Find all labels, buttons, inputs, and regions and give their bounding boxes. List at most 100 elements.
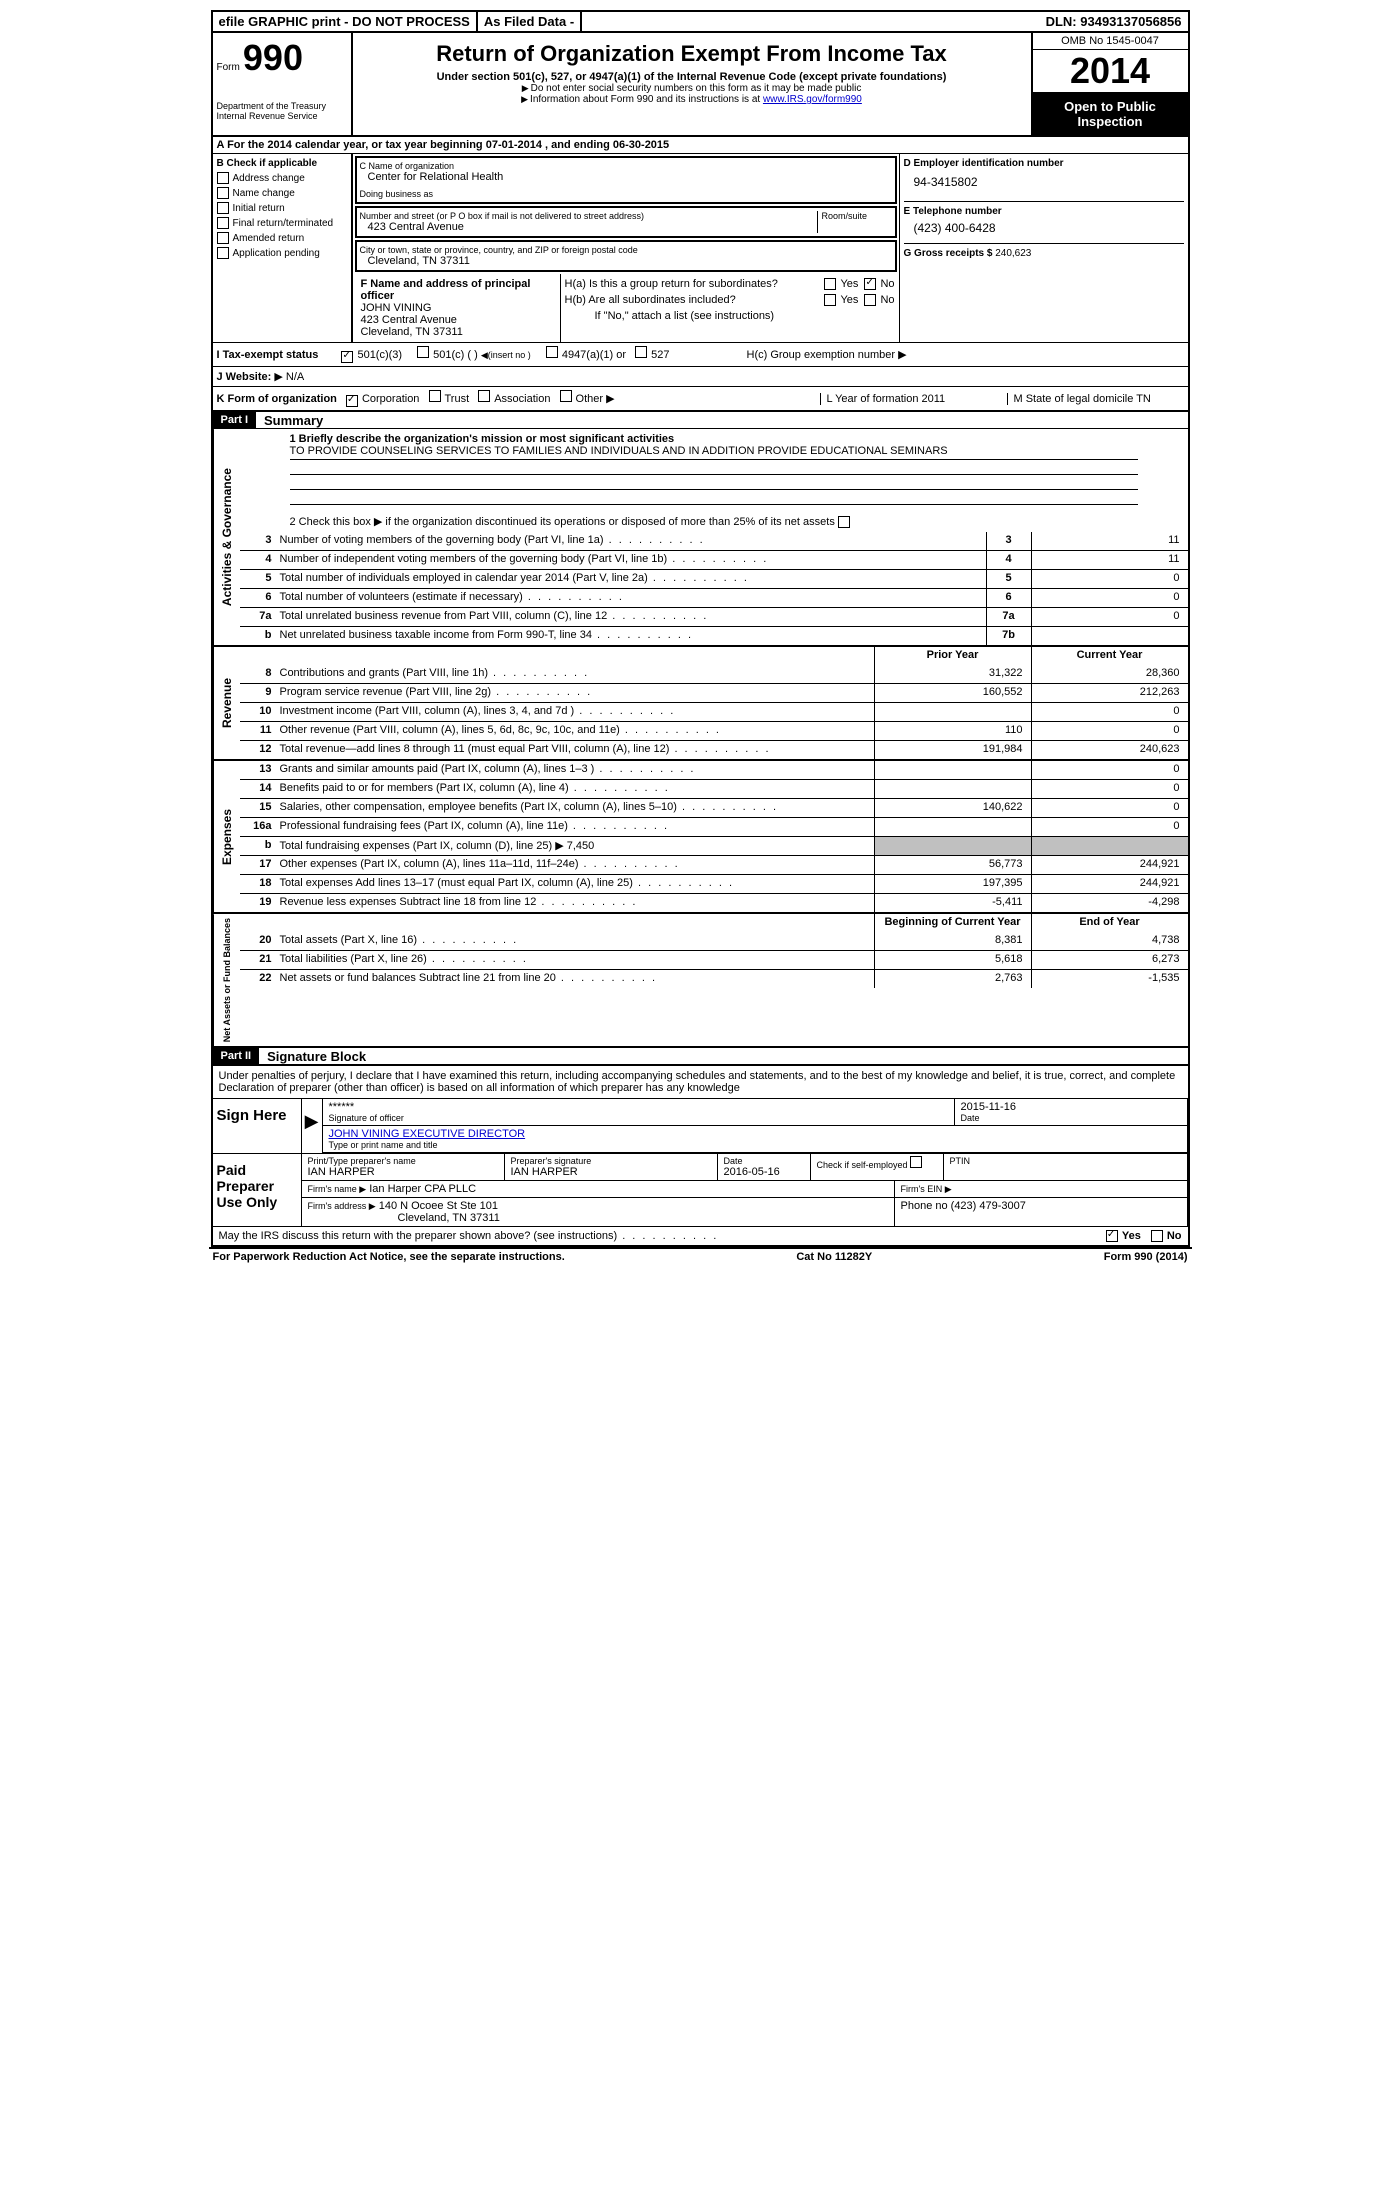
line-6: 6 Total number of volunteers (estimate i…: [240, 588, 1188, 607]
preparer-sig: IAN HARPER: [511, 1166, 711, 1178]
dln: DLN: 93493137056856: [1040, 12, 1188, 31]
netassets-vlabel: Net Assets or Fund Balances: [213, 914, 240, 1046]
officer-addr2: Cleveland, TN 37311: [361, 326, 552, 338]
chk-address-change[interactable]: Address change: [217, 172, 347, 184]
tax-year: 2014: [1033, 50, 1188, 93]
line-20: 20 Total assets (Part X, line 16) 8,381 …: [240, 932, 1188, 950]
as-filed: As Filed Data -: [478, 12, 582, 31]
chk-501c3[interactable]: [341, 351, 353, 363]
year-formation: L Year of formation 2011: [820, 393, 1007, 405]
line-14: 14 Benefits paid to or for members (Part…: [240, 779, 1188, 798]
chk-4947[interactable]: [546, 346, 558, 358]
chk-trust[interactable]: [429, 390, 441, 402]
line-17: 17 Other expenses (Part IX, column (A), …: [240, 855, 1188, 874]
line-8: 8 Contributions and grants (Part VIII, l…: [240, 665, 1188, 683]
ha-no-chk[interactable]: [864, 278, 876, 290]
line-9: 9 Program service revenue (Part VIII, li…: [240, 683, 1188, 702]
chk-pending[interactable]: Application pending: [217, 247, 347, 259]
sign-date: 2015-11-16: [961, 1101, 1181, 1113]
ha-yes-chk[interactable]: [824, 278, 836, 290]
mission-block: 1 Briefly describe the organization's mi…: [240, 429, 1188, 532]
firm-addr2: Cleveland, TN 37311: [308, 1212, 888, 1224]
footer-right: Form 990 (2014): [1104, 1251, 1188, 1263]
firm-addr1: 140 N Ocoee St Ste 101: [379, 1200, 498, 1212]
header-right: OMB No 1545-0047 2014 Open to Public Ins…: [1033, 33, 1188, 135]
discuss-yes-chk[interactable]: [1106, 1230, 1118, 1242]
preparer-name: IAN HARPER: [308, 1166, 498, 1178]
efile-notice: efile GRAPHIC print - DO NOT PROCESS: [213, 12, 478, 31]
line-11: 11 Other revenue (Part VIII, column (A),…: [240, 721, 1188, 740]
irs-label: Internal Revenue Service: [217, 111, 347, 121]
netassets-section: Net Assets or Fund Balances Beginning of…: [213, 912, 1188, 1046]
sign-here-row: Sign Here ▶ ****** Signature of officer …: [213, 1098, 1188, 1153]
chk-final-return[interactable]: Final return/terminated: [217, 217, 347, 229]
chk-name-change[interactable]: Name change: [217, 187, 347, 199]
gross-value: 240,623: [995, 248, 1031, 259]
line-22: 22 Net assets or fund balances Subtract …: [240, 969, 1188, 988]
hb-no-chk[interactable]: [864, 294, 876, 306]
chk-corp[interactable]: [346, 395, 358, 407]
chk-527[interactable]: [635, 346, 647, 358]
row-j: J Website: ▶ N/A: [213, 366, 1188, 386]
chk-501c[interactable]: [417, 346, 429, 358]
footer-center: Cat No 11282Y: [796, 1251, 872, 1263]
officer-name: JOHN VINING: [361, 302, 552, 314]
ein-label: D Employer identification number: [904, 158, 1184, 169]
chk-selfemployed[interactable]: [910, 1156, 922, 1168]
irs-link[interactable]: www.IRS.gov/form990: [763, 94, 862, 105]
revenue-section: Revenue Prior Year Current Year 8 Contri…: [213, 645, 1188, 759]
line-12: 12 Total revenue—add lines 8 through 11 …: [240, 740, 1188, 759]
org-name: Center for Relational Health: [360, 171, 892, 183]
ha-label: H(a) Is this a group return for subordin…: [565, 278, 825, 290]
line-2: 2 Check this box ▶ if the organization d…: [290, 515, 1138, 528]
hc-label: H(c) Group exemption number ▶: [707, 348, 1184, 361]
preparer-phone: Phone no (423) 479-3007: [901, 1200, 1026, 1212]
line-3: 3 Number of voting members of the govern…: [240, 532, 1188, 550]
chk-assoc[interactable]: [478, 390, 490, 402]
column-c: C Name of organization Center for Relati…: [353, 154, 899, 342]
part-1-header: Part I Summary: [213, 410, 1188, 428]
signature-block: Under penalties of perjury, I declare th…: [213, 1064, 1188, 1245]
mission-text: TO PROVIDE COUNSELING SERVICES TO FAMILI…: [290, 445, 1138, 460]
box-address: Number and street (or P O box if mail is…: [355, 206, 897, 238]
box-f: F Name and address of principal officer …: [353, 274, 560, 342]
line-b: b Net unrelated business taxable income …: [240, 626, 1188, 645]
street-address: 423 Central Avenue: [360, 221, 817, 233]
twocol-header: Prior Year Current Year: [240, 647, 1188, 665]
form-number: 990: [243, 37, 303, 78]
perjury-text: Under penalties of perjury, I declare th…: [213, 1066, 1188, 1098]
chk-discontinued[interactable]: [838, 516, 850, 528]
form-word: Form: [217, 62, 240, 73]
column-d: D Employer identification number 94-3415…: [899, 154, 1188, 342]
activities-label: Activities & Governance: [213, 429, 240, 645]
line-16a: 16a Professional fundraising fees (Part …: [240, 817, 1188, 836]
line-18: 18 Total expenses Add lines 13–17 (must …: [240, 874, 1188, 893]
dln-label: DLN:: [1046, 14, 1077, 29]
row-k: K Form of organization Corporation Trust…: [213, 386, 1188, 410]
ssn-note: Do not enter social security numbers on …: [357, 83, 1027, 94]
revenue-vlabel: Revenue: [213, 647, 240, 759]
line-13: 13 Grants and similar amounts paid (Part…: [240, 761, 1188, 779]
preparer-date: 2016-05-16: [724, 1166, 804, 1178]
line-7a: 7a Total unrelated business revenue from…: [240, 607, 1188, 626]
section-a: A For the 2014 calendar year, or tax yea…: [213, 135, 1188, 153]
officer-printed-name[interactable]: JOHN VINING EXECUTIVE DIRECTOR: [329, 1128, 526, 1140]
phone-value: (423) 400-6428: [904, 217, 1184, 243]
chk-initial-return[interactable]: Initial return: [217, 202, 347, 214]
open-public: Open to Public Inspection: [1033, 93, 1188, 135]
row-i: I Tax-exempt status 501(c)(3) 501(c) ( )…: [213, 342, 1188, 366]
page-footer: For Paperwork Reduction Act Notice, see …: [209, 1247, 1192, 1265]
hb-yes-chk[interactable]: [824, 294, 836, 306]
line-10: 10 Investment income (Part VIII, column …: [240, 702, 1188, 721]
discuss-no-chk[interactable]: [1151, 1230, 1163, 1242]
dept-treasury: Department of the Treasury: [217, 101, 347, 111]
dln-value: 93493137056856: [1080, 14, 1181, 29]
footer-left: For Paperwork Reduction Act Notice, see …: [213, 1251, 565, 1263]
gross-label: G Gross receipts $: [904, 248, 993, 259]
line-19: 19 Revenue less expenses Subtract line 1…: [240, 893, 1188, 912]
chk-other[interactable]: [560, 390, 572, 402]
chk-amended[interactable]: Amended return: [217, 232, 347, 244]
sign-arrow-icon: ▶: [302, 1099, 323, 1153]
box-city: City or town, state or province, country…: [355, 240, 897, 272]
expenses-section: Expenses 13 Grants and similar amounts p…: [213, 759, 1188, 912]
